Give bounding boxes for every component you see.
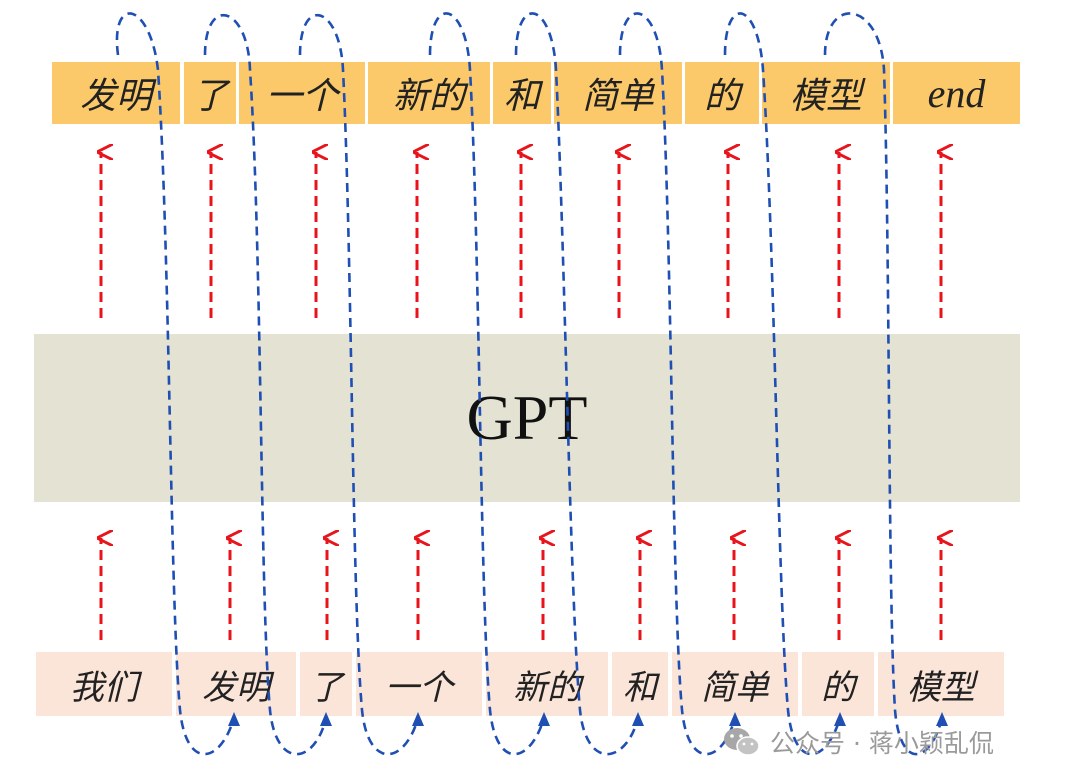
watermark-text: 公众号 · 蒋小颖乱侃 — [770, 729, 994, 758]
input-token: 了 — [300, 652, 352, 716]
input-token: 我们 — [36, 652, 172, 716]
watermark: 公众号 · 蒋小颖乱侃 — [722, 722, 994, 762]
gpt-model-block: GPT — [34, 334, 1020, 502]
output-token-end: end — [893, 62, 1020, 124]
input-token: 简单 — [672, 652, 798, 716]
input-token: 新的 — [486, 652, 608, 716]
output-token: 发明 — [52, 62, 180, 124]
output-token: 新的 — [368, 62, 490, 124]
output-token: 了 — [184, 62, 236, 124]
output-token: 一个 — [239, 62, 365, 124]
output-token: 简单 — [554, 62, 682, 124]
output-token: 和 — [493, 62, 551, 124]
input-token: 和 — [612, 652, 668, 716]
input-token: 模型 — [878, 652, 1004, 716]
input-token: 的 — [802, 652, 874, 716]
input-token: 发明 — [176, 652, 296, 716]
output-token: 的 — [685, 62, 759, 124]
input-token: 一个 — [356, 652, 482, 716]
output-token: 模型 — [762, 62, 890, 124]
wechat-icon — [724, 728, 760, 756]
model-label: GPT — [466, 382, 588, 453]
